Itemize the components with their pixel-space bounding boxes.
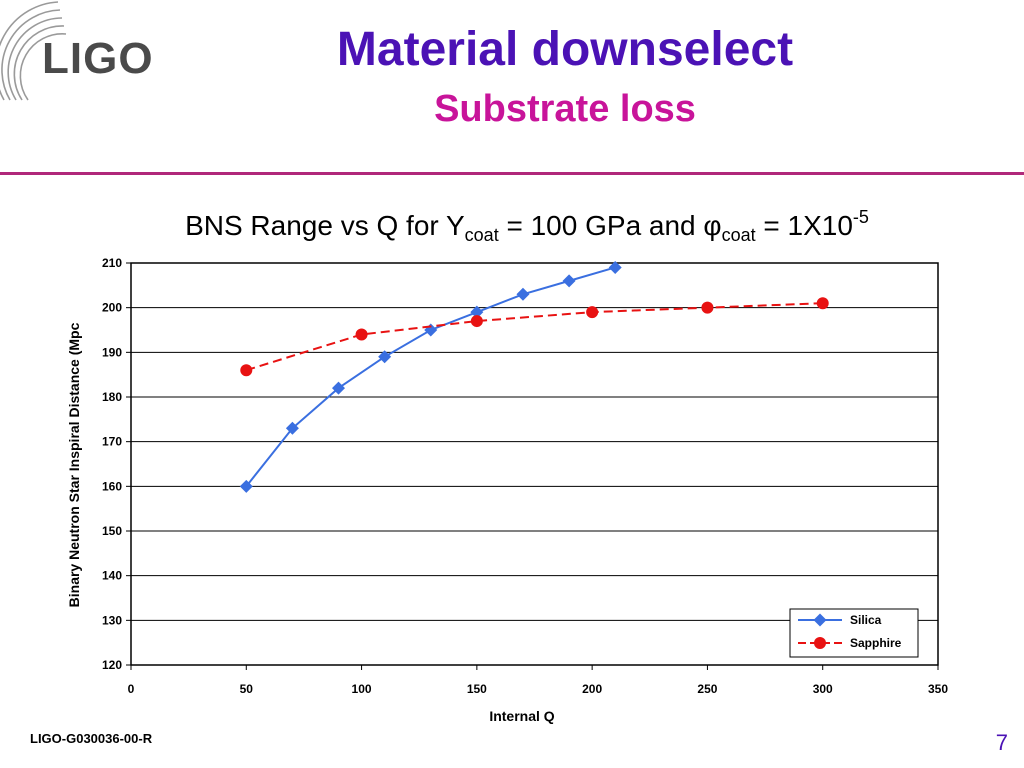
series-line-sapphire [245,302,823,372]
chart-title-sub1: coat [464,225,499,245]
logo-text: LIGO [42,34,154,83]
data-point [378,350,392,364]
x-tick-label: 250 [697,682,717,696]
series-sapphire [240,297,829,377]
chart: 120 130 140 150 160 170 180 190 200 210 0 50 100 150… [66,256,948,724]
data-point [562,274,576,288]
legend-marker-sapphire [814,637,826,649]
x-tick-label: 350 [928,682,948,696]
x-axis: 0 50 100 150 200 250 300 350 [128,665,948,696]
chart-title-part2: = 100 GPa and [498,210,704,241]
header-divider [0,172,1024,175]
chart-title-part3: = 1X10 [755,210,853,241]
series-layer [239,260,829,493]
x-axis-label: Internal Q [489,708,554,724]
data-point [470,315,483,328]
chart-title-sup: -5 [852,207,869,227]
series-silica [239,260,622,493]
y-tick-label: 190 [102,345,122,359]
chart-title: BNS Range vs Q for Ycoat = 100 GPa and φ… [0,207,1024,246]
y-tick-label: 180 [102,390,122,404]
ligo-logo-arcs [0,1,67,101]
y-tick-label: 160 [102,479,122,493]
plot-area [130,262,939,666]
x-tick-label: 200 [582,682,602,696]
data-point [240,364,253,377]
y-tick-label: 130 [102,613,122,627]
legend-label: Sapphire [850,636,902,650]
y-tick-label: 140 [102,569,122,583]
data-point [586,306,599,319]
x-tick-label: 300 [813,682,833,696]
y-tick-label: 120 [102,658,122,672]
data-point [470,305,484,319]
y-axis-label: Binary Neutron Star Inspiral Distance (M… [66,322,82,607]
phi-symbol: φ [703,210,722,241]
data-point [332,381,346,395]
chart-title-part1: BNS Range vs Q for Y [185,210,465,241]
legend-marker-silica [813,613,827,627]
data-point [608,260,622,274]
x-tick-label: 50 [240,682,254,696]
data-point [355,328,368,341]
data-point [285,421,299,435]
x-tick-label: 100 [352,682,372,696]
data-point [816,297,829,310]
y-axis: 120 130 140 150 160 170 180 190 200 210 [102,256,131,672]
y-tick-label: 210 [102,256,122,270]
ligo-logo: LIGO [0,0,170,110]
y-tick-label: 170 [102,435,122,449]
page-number: 7 [995,730,1008,755]
x-tick-label: 0 [128,682,135,696]
data-point [239,479,253,493]
y-tick-label: 200 [102,301,122,315]
data-point [701,301,714,314]
chart-title-sub2: coat [721,225,756,245]
legend-label: Silica [850,613,882,627]
page-title: Material downselect [336,23,794,76]
data-point [516,287,530,301]
page-subtitle: Substrate loss [434,88,696,130]
y-tick-label: 150 [102,524,122,538]
legend: Silica Sapphire [789,608,919,658]
legend-box [789,608,919,658]
document-id: LIGO-G030036-00-R [30,731,153,746]
x-tick-label: 150 [467,682,487,696]
